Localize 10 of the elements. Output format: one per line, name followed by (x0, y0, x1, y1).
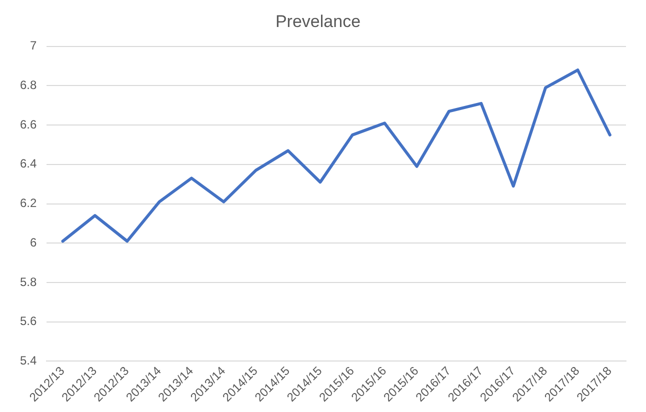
y-tick-label: 6.4 (20, 156, 37, 171)
y-tick-label: 5.4 (20, 353, 37, 368)
y-tick-label: 6.8 (20, 78, 37, 92)
chart-title: Prevelance (275, 12, 361, 31)
y-tick-label: 7 (30, 38, 37, 53)
y-tick-label: 6.2 (20, 196, 37, 210)
y-tick-label: 5.6 (20, 314, 37, 328)
y-tick-label: 6.6 (20, 117, 37, 132)
y-tick-label: 5.8 (20, 274, 37, 289)
y-tick-label: 6 (30, 235, 37, 250)
